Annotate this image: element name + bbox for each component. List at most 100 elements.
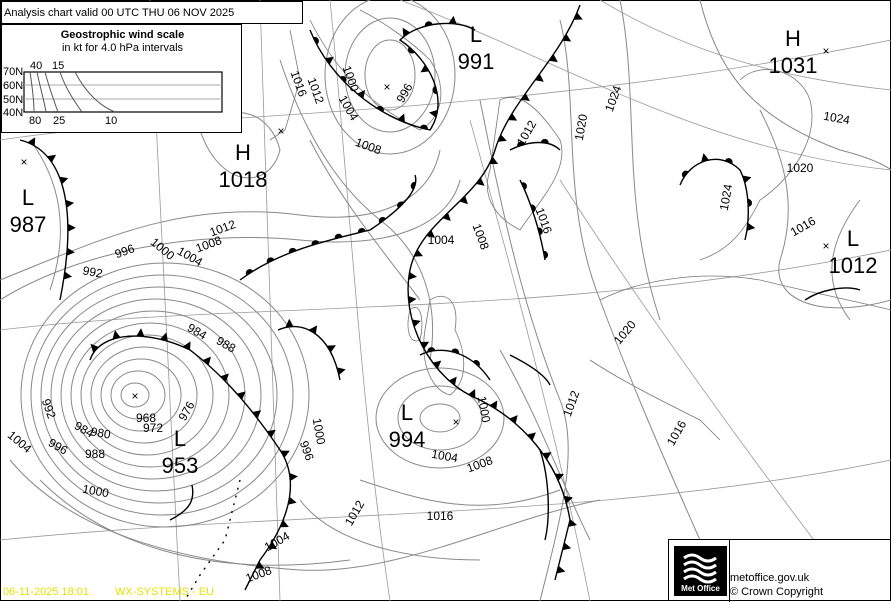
isobar-label: 1004 [428,233,455,247]
scale-bottom-10: 10 [105,115,117,127]
isobar [419,403,461,433]
warm-front-semicircle [521,182,527,190]
grid-line [329,0,391,601]
cold-front-triangle [202,356,211,366]
isobar [70,322,230,468]
pressure-value: 1018 [219,167,268,192]
chart-title: Analysis chart valid 00 UTC THU 06 NOV 2… [1,1,303,24]
wind-scale-subtitle: in kt for 4.0 hPa intervals [61,42,184,54]
cold-front-triangle [136,328,145,337]
warm-front-semicircle [530,204,536,213]
warm-front-semicircle [451,348,460,354]
isobar [499,349,591,541]
isobar [80,334,214,456]
grid-line [0,459,891,541]
warm-front-semicircle [410,182,416,190]
cold-front-triangle [309,325,318,335]
warm-front-semicircle [357,228,366,233]
cold-front-triangle [268,541,278,550]
wind-scale-graph: 70N 60N 50N 40N 40 15 80 25 10 [3,60,223,127]
warm-front [419,349,491,381]
isobar-label: 996 [113,241,137,261]
centre-cross-icon: × [452,415,459,429]
cold-front [89,335,292,591]
isobar [375,367,505,469]
cold-front-triangle [255,561,265,569]
cold-front-triangle [27,137,36,147]
warm-front-semicircle [339,75,347,83]
cold-front-triangle [549,54,558,63]
cold-front-triangle [324,56,334,65]
isobar [397,385,483,451]
scale-bottom-80: 80 [29,115,41,127]
lat-40n: 40N [3,107,23,119]
cold-front-triangle [289,472,298,481]
cold-front-triangle [160,332,168,342]
cold-front-triangle [420,64,430,73]
isobar-label: 1004 [430,447,459,465]
isobar-label: 1000 [475,395,493,424]
occ-front [309,22,476,131]
cold-front-triangle [468,388,476,398]
cold-front-triangle [65,199,75,208]
lat-70n: 70N [3,66,23,78]
pressure-value: 1031 [769,53,818,78]
isobar-label: 980 [90,424,112,441]
warm-front-semicircle [725,158,733,165]
cold-front-triangle [426,229,436,238]
warm-front-semicircle [419,124,428,130]
grid-line [599,0,891,91]
centre-cross-icon: × [277,124,284,138]
isobar-label: 996 [297,439,317,463]
warm-front-semicircle [540,138,549,144]
cold-front-triangle [527,432,536,441]
cold-front [407,4,581,581]
warm-front-semicircle [537,227,543,236]
centre-cross-icon: × [822,239,829,253]
cold-front-triangle [252,410,262,419]
cold-front-triangle [402,27,411,37]
isobar-label: 992 [39,397,59,421]
isobar [364,39,416,111]
cold-front-triangle [459,195,468,205]
isobar-label: 972 [143,421,163,435]
isobar [20,262,310,528]
website-link[interactable]: metoffice.gov.uk [730,572,810,584]
warm-front-semicircle [288,247,297,254]
cold-front-triangle [521,93,530,102]
plain-front [169,354,551,541]
warm-front-semicircle [334,233,343,239]
scale-top-15: 15 [52,60,64,72]
isobar [30,274,294,516]
isobar [344,17,436,133]
isobar-label: 1000 [81,482,110,500]
pressure-type: L [401,400,413,425]
cold-front-triangle [489,400,498,410]
cold-front-triangle [112,330,121,339]
isobar-label: 1016 [427,509,454,523]
cold-front-triangle [432,360,442,369]
isobar [60,310,246,480]
occ-front [679,158,749,241]
cold-front-triangle [47,154,57,163]
warm-front-semicircle [313,36,319,45]
cold-front-triangle [279,520,289,528]
warm-front-semicircle [517,141,525,147]
isobar [0,149,441,281]
fronts [19,4,861,601]
isobar [299,499,481,561]
cold-front-triangle [534,73,544,82]
warm-front-semicircle [427,347,436,352]
pressure-value: 1012 [829,253,878,278]
cold-front-triangle [562,542,572,551]
system-label: WX-SYSTEMS - EU [115,586,215,598]
pressure-value: 987 [10,212,47,237]
warm-front-semicircle [397,201,404,209]
isobar [120,382,150,408]
cold-front-triangle [326,345,336,353]
